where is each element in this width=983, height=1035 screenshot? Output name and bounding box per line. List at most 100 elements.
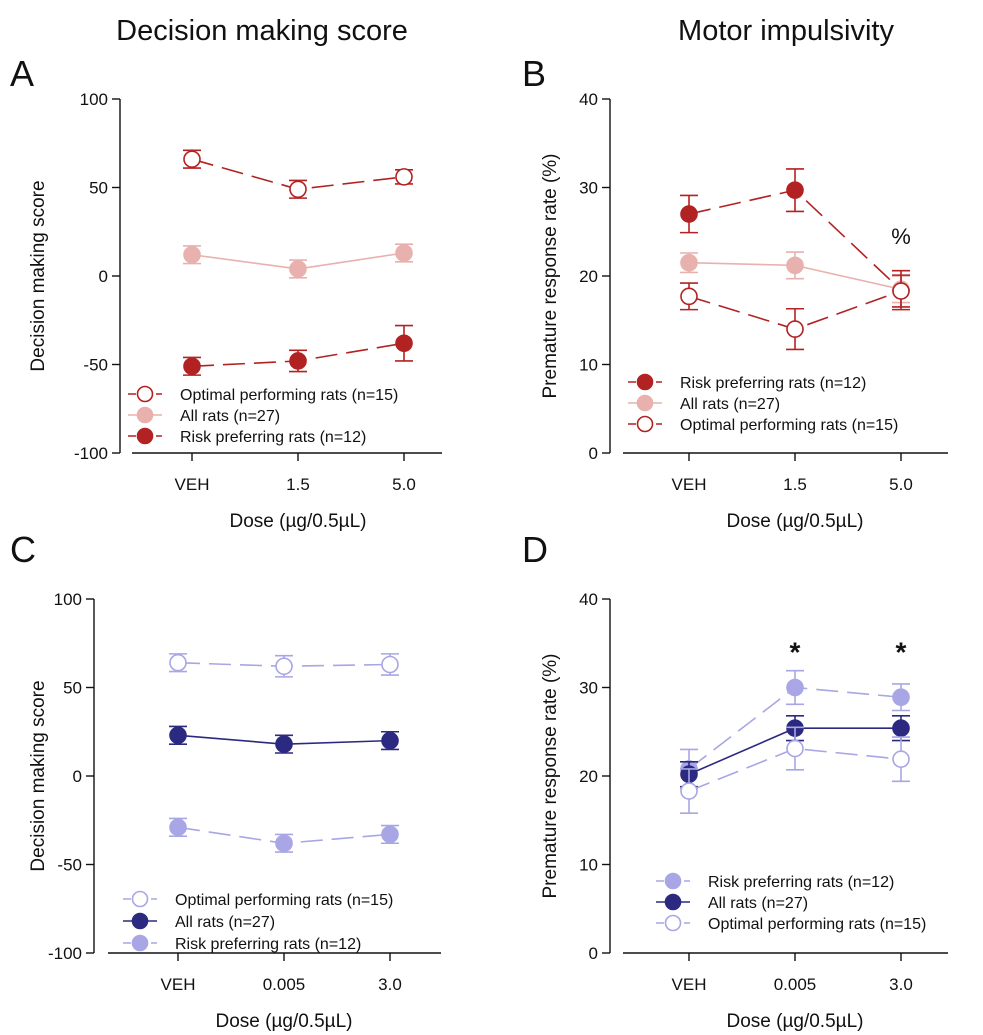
series-1 — [680, 168, 910, 311]
data-point — [786, 256, 804, 275]
x-tick-label: 0.005 — [263, 975, 306, 994]
panel-letter-c: C — [10, 529, 36, 570]
data-point — [680, 782, 698, 800]
data-point — [786, 678, 804, 697]
data-point — [183, 150, 201, 168]
x-tick-label: 5.0 — [889, 475, 913, 494]
panel-a-chart: -100 -50 0 50 100 VEH 1.5 5.0 Decision making sc… — [28, 90, 442, 532]
legend-item: Risk preferring rats (n=12) — [656, 872, 894, 891]
legend-label: Risk preferring rats (n=12) — [708, 874, 894, 891]
y-tick-label: 0 — [99, 267, 108, 286]
data-point — [395, 168, 413, 186]
y-axis-title: Premature response rate (%) — [540, 154, 561, 399]
legend-marker — [636, 373, 654, 391]
y-tick-label: 40 — [579, 90, 598, 109]
y-tick-label: 0 — [73, 767, 82, 786]
legend-label: Risk preferring rats (n=12) — [180, 429, 366, 446]
data-point — [275, 834, 293, 853]
data-point — [289, 352, 307, 370]
y-axis-title: Decision making score — [28, 180, 49, 371]
x-tick-label: VEH — [161, 975, 196, 994]
series-2 — [169, 725, 399, 754]
column-title-motor: Motor impulsivity — [678, 15, 894, 47]
legend: Optimal performing rats (n=15) All rats (… — [128, 385, 398, 446]
x-tick-label: VEH — [672, 975, 707, 994]
y-tick-label: 100 — [54, 590, 82, 609]
data-point — [786, 739, 804, 758]
y-tick-label: 100 — [80, 90, 108, 109]
y-tick-label: 20 — [579, 767, 598, 786]
series-2 — [680, 251, 910, 304]
legend-label: Optimal performing rats (n=15) — [680, 417, 898, 434]
legend-marker — [664, 872, 682, 890]
legend-item: All rats (n=27) — [656, 893, 808, 912]
y-tick-label: 50 — [89, 179, 108, 198]
legend-marker — [636, 415, 654, 433]
data-point — [289, 180, 307, 199]
significance-annotation: * — [790, 637, 801, 668]
data-point — [381, 655, 399, 674]
x-tick-label: VEH — [175, 475, 210, 494]
significance-annotation: * — [896, 637, 907, 668]
x-axis-title: Dose (µg/0.5µL) — [726, 511, 863, 532]
y-tick-label: 50 — [63, 679, 82, 698]
panel-letter-d: D — [522, 529, 548, 570]
legend-item: Optimal performing rats (n=15) — [628, 415, 898, 434]
y-tick-label: -50 — [57, 856, 82, 875]
series-3 — [183, 324, 413, 376]
x-tick-label: 5.0 — [392, 475, 416, 494]
legend-marker — [136, 385, 154, 403]
x-axis-title: Dose (µg/0.5µL) — [215, 1011, 352, 1032]
legend-item: All rats (n=27) — [128, 406, 280, 425]
data-point — [183, 245, 201, 264]
x-tick-label: 0.005 — [774, 975, 817, 994]
legend-label: Risk preferring rats (n=12) — [175, 936, 361, 953]
data-point — [892, 282, 910, 300]
column-title-decision: Decision making score — [116, 15, 408, 47]
y-axis-title: Decision making score — [28, 680, 49, 871]
y-axis-title: Premature response rate (%) — [540, 654, 561, 899]
x-axis-title: Dose (µg/0.5µL) — [726, 1011, 863, 1032]
data-point — [381, 731, 399, 750]
legend-marker — [136, 427, 154, 445]
series-1 — [183, 149, 413, 199]
legend: Optimal performing rats (n=15) All rats (… — [123, 890, 393, 953]
data-point — [892, 688, 910, 707]
legend-marker — [131, 890, 149, 908]
data-point — [680, 287, 698, 306]
x-axis-title: Dose (µg/0.5µL) — [229, 511, 366, 532]
series-3 — [169, 817, 399, 853]
data-point — [169, 818, 187, 837]
data-point — [289, 260, 307, 278]
legend-label: Optimal performing rats (n=15) — [708, 916, 926, 933]
legend-item: Risk preferring rats (n=12) — [128, 427, 366, 446]
data-point — [169, 653, 187, 672]
data-point — [183, 357, 201, 376]
data-point — [892, 719, 910, 738]
panel-d-chart: 0 10 20 30 40 VEH 0.005 3.0 Premature response r… — [540, 590, 948, 1032]
data-point — [275, 657, 293, 676]
legend-label: All rats (n=27) — [175, 914, 275, 931]
panel-c-chart: -100 -50 0 50 100 VEH 0.005 3.0 Decision making … — [28, 590, 441, 1032]
y-tick-label: -100 — [48, 944, 82, 963]
series-1 — [169, 653, 399, 678]
legend-marker — [664, 914, 682, 932]
legend-item: Risk preferring rats (n=12) — [123, 934, 361, 953]
x-tick-label: 1.5 — [286, 475, 310, 494]
significance-annotation: % — [891, 224, 911, 249]
data-point — [395, 244, 413, 262]
data-point — [680, 253, 698, 272]
x-tick-label: VEH — [672, 475, 707, 494]
legend-item: All rats (n=27) — [628, 394, 780, 413]
legend: Risk preferring rats (n=12) All rats (n=2… — [656, 872, 926, 933]
legend-item: Optimal performing rats (n=15) — [656, 914, 926, 933]
x-tick-label: 1.5 — [783, 475, 807, 494]
legend-marker — [131, 934, 149, 952]
legend-item: Optimal performing rats (n=15) — [123, 890, 393, 909]
legend-marker — [636, 394, 654, 412]
legend-marker — [136, 406, 154, 424]
series-2 — [183, 243, 413, 279]
data-point — [169, 726, 187, 745]
y-tick-label: 10 — [579, 356, 598, 375]
